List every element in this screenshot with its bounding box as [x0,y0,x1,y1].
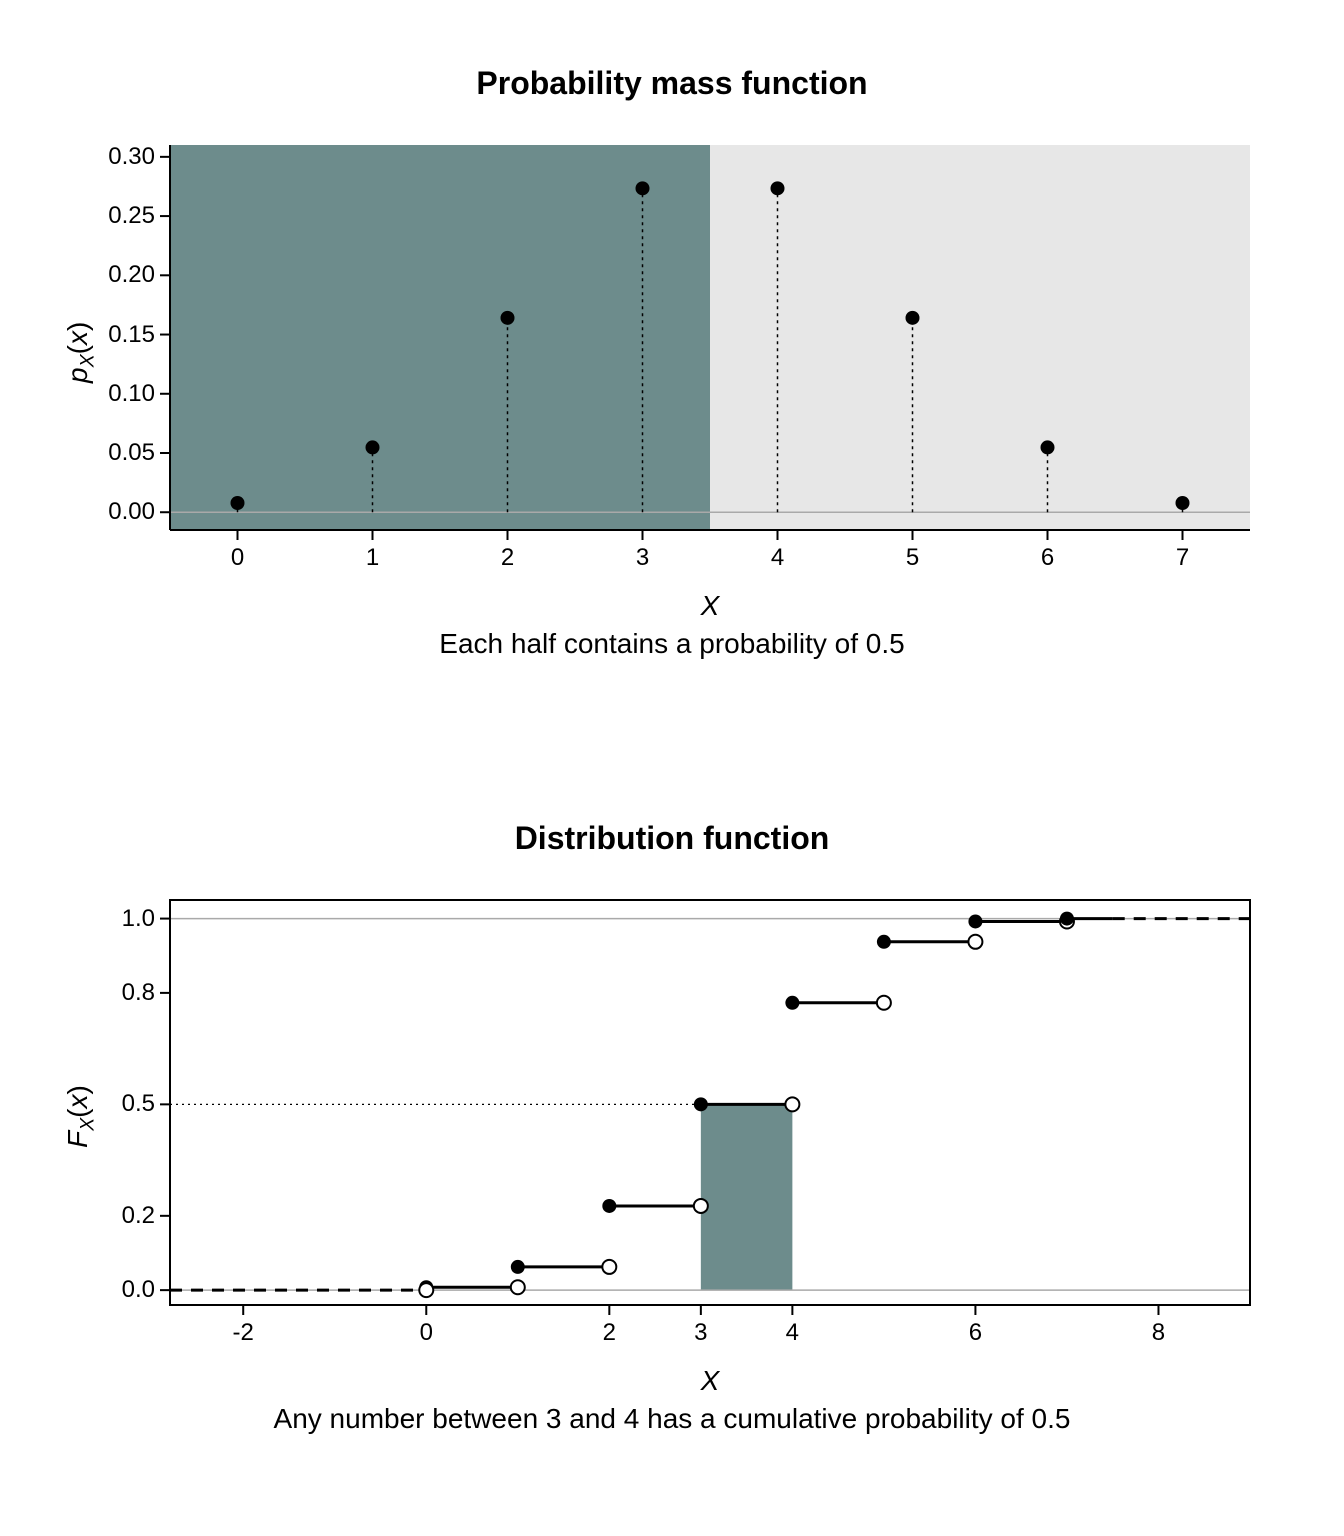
cdf-open-point [419,1283,433,1297]
cdf-y-tick-label: 0.5 [105,1090,155,1118]
cdf-x-tick-label: 2 [584,1319,634,1347]
cdf-open-point [511,1280,525,1294]
cdf-x-label: X [690,1365,730,1397]
cdf-open-point [785,1097,799,1111]
cdf-y-tick-label: 0.0 [105,1276,155,1304]
cdf-x-tick-label: 3 [676,1319,726,1347]
cdf-y-tick-label: 0.2 [105,1202,155,1230]
cdf-y-label: FX(x) [62,1085,100,1148]
cdf-x-tick-label: 0 [401,1319,451,1347]
cdf-open-point [694,1199,708,1213]
cdf-y-tick-label: 1.0 [105,905,155,933]
cdf-chart [0,0,1344,1365]
cdf-open-point [877,996,891,1010]
cdf-x-tick-label: 8 [1133,1319,1183,1347]
cdf-shade [701,1104,793,1290]
cdf-x-tick-label: 6 [950,1319,1000,1347]
cdf-x-tick-label: 4 [767,1319,817,1347]
cdf-x-tick-label: -2 [218,1319,268,1347]
cdf-y-tick-label: 0.8 [105,979,155,1007]
cdf-open-point [968,935,982,949]
cdf-caption: Any number between 3 and 4 has a cumulat… [0,1403,1344,1435]
cdf-open-point [602,1260,616,1274]
